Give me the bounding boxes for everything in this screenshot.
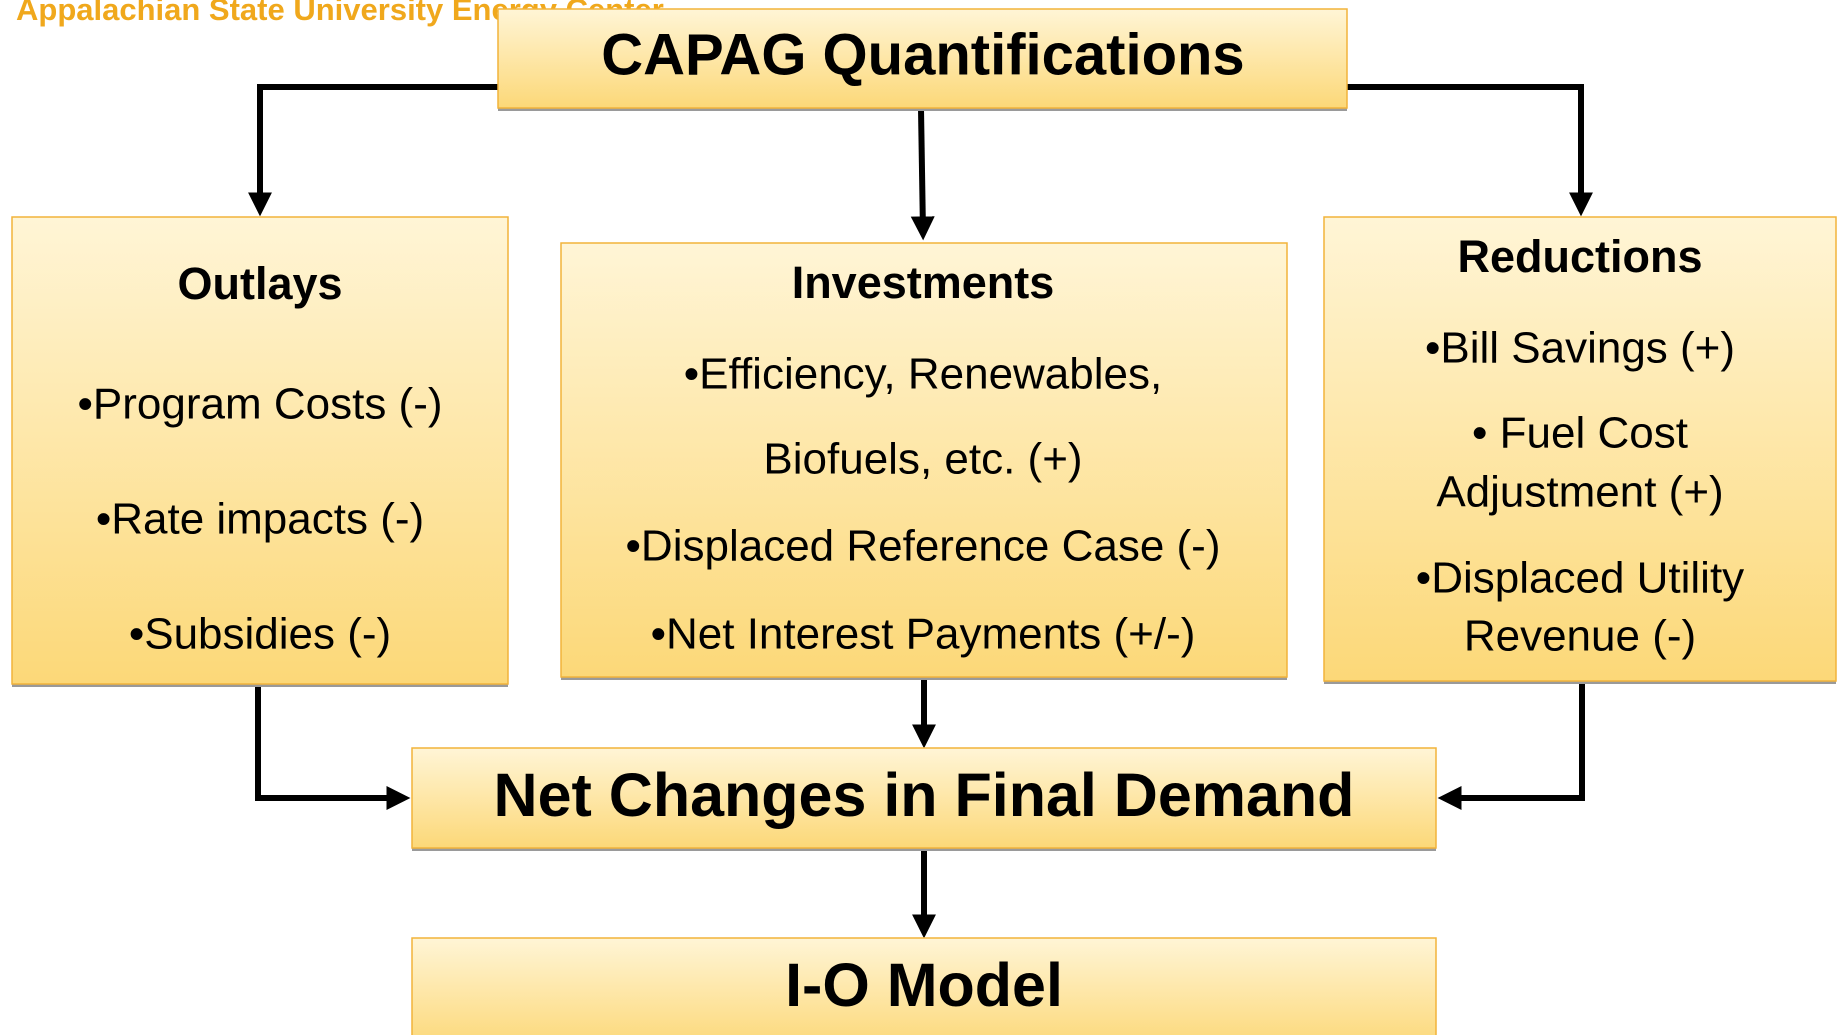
box-shadow [561,676,1287,680]
net-changes: Net Changes in Final Demand [494,761,1355,829]
arrow [910,108,935,241]
box-item: •Efficiency, Renewables, [684,350,1162,399]
box-item: Biofuels, etc. (+) [763,435,1082,484]
box-item: •Rate impacts (-) [96,495,424,544]
arrow [1437,681,1585,810]
box-heading: Investments [792,257,1055,308]
box-item: Adjustment (+) [1436,468,1723,517]
arrow [1347,84,1593,217]
reductions-box [1323,216,1837,682]
model: I-O Model [785,951,1063,1019]
arrow [255,684,411,810]
box-heading: Reductions [1457,231,1702,282]
box-shadow [12,683,508,687]
title: CAPAG Quantifications [601,22,1244,87]
net-changes-box [411,747,1437,849]
outlays-box [11,216,509,685]
box-item: •Program Costs (-) [78,380,443,429]
box-shadow [498,107,1347,111]
box-heading: Outlays [177,258,342,309]
arrow [248,84,498,217]
box-item: •Net Interest Payments (+/-) [651,610,1196,659]
box-item: Revenue (-) [1464,612,1696,661]
title-box [497,8,1348,109]
box-shadow [1324,680,1836,684]
box-item: •Subsidies (-) [129,610,391,659]
model-box [411,937,1437,1035]
box-shadow [412,847,1436,851]
box-item: •Bill Savings (+) [1425,324,1735,373]
box-item: •Displaced Utility [1416,554,1744,603]
box-item: •Displaced Reference Case (-) [626,522,1221,571]
investments-box [560,242,1288,678]
box-item: • Fuel Cost [1472,409,1688,458]
